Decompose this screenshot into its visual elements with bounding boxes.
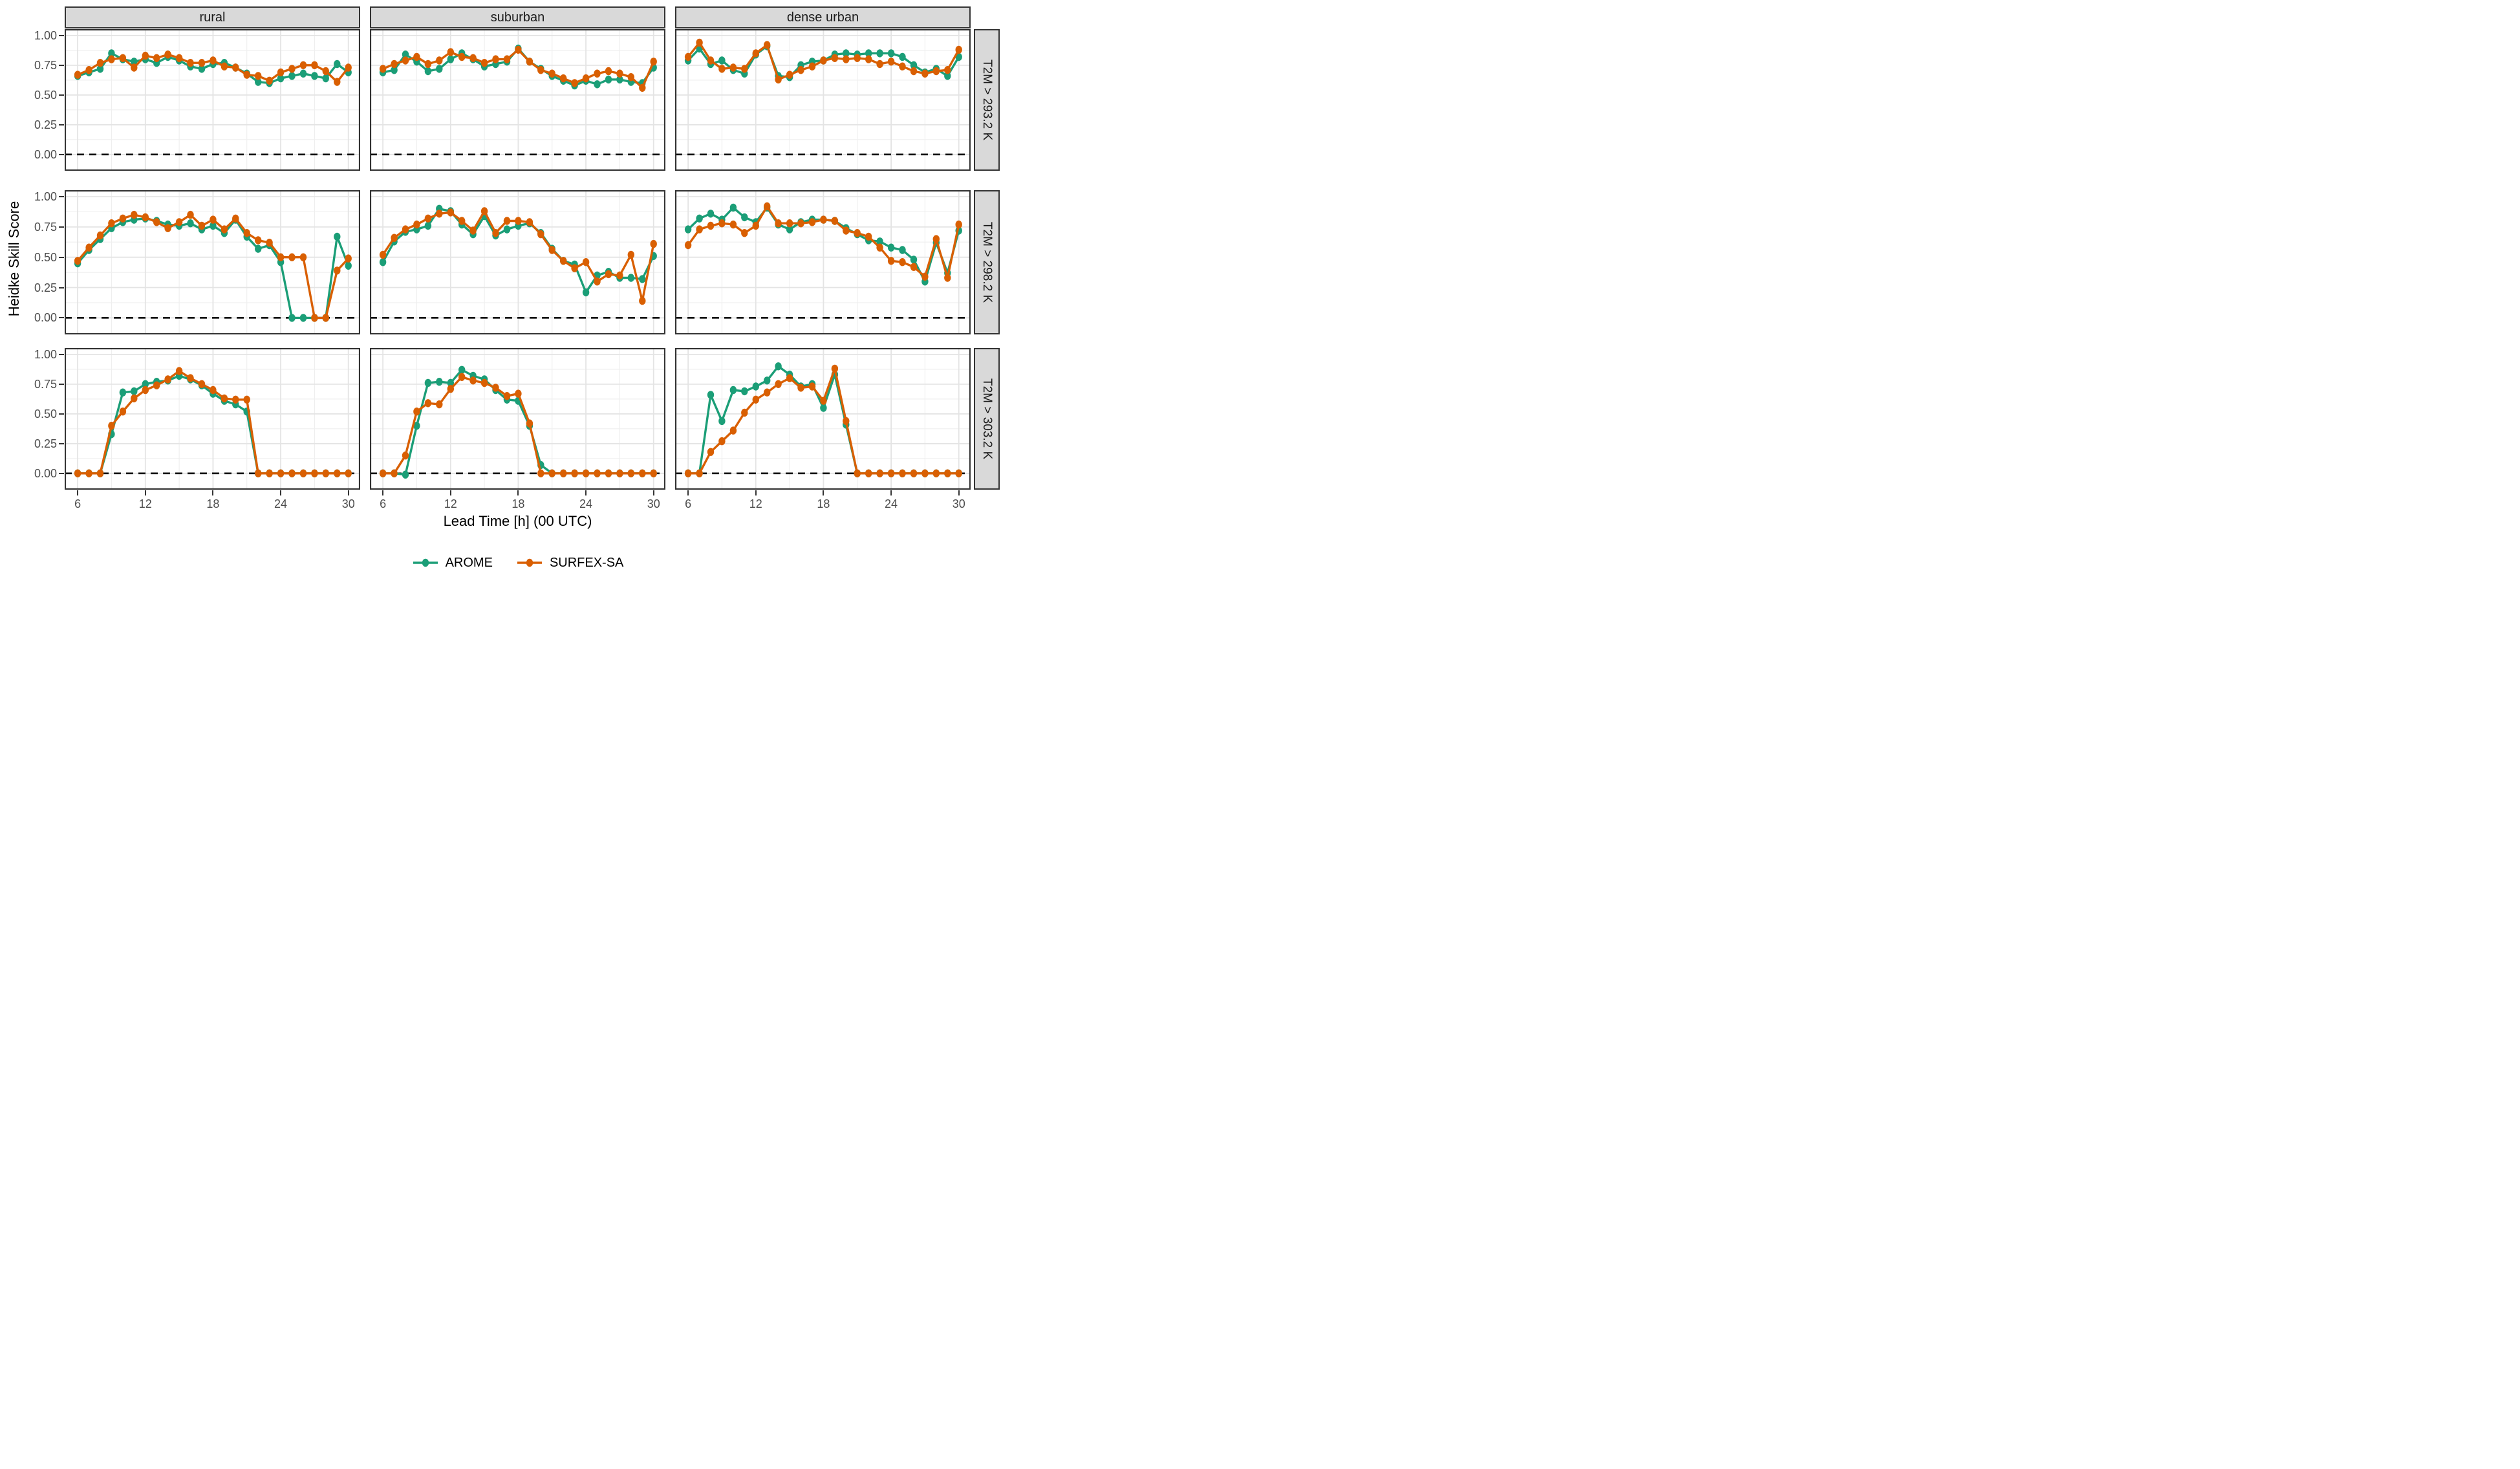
- facet-strip-col-suburban: suburban: [370, 6, 665, 28]
- x-tick-label: 12: [444, 497, 457, 510]
- x-tick-mark: [652, 490, 654, 495]
- facet-strip-label: rural: [199, 10, 226, 25]
- x-tick-mark: [144, 490, 146, 495]
- y-tick-label: 1.00: [34, 347, 57, 361]
- y-tick-mark: [59, 413, 64, 415]
- legend-label: SURFEX-SA: [549, 555, 624, 570]
- x-tick-label: 18: [206, 497, 220, 510]
- legend: AROME SURFEX-SA: [65, 547, 971, 579]
- x-tick-label: 6: [74, 497, 81, 510]
- y-tick-mark: [59, 317, 64, 319]
- y-tick-mark: [59, 383, 64, 385]
- facet-strip-col-rural: rural: [65, 6, 360, 28]
- legend-item-surfex-sa: SURFEX-SA: [516, 554, 623, 571]
- legend-label: AROME: [445, 555, 493, 570]
- panel-dense-urban-row3: [675, 348, 971, 490]
- x-tick-mark: [585, 490, 587, 495]
- y-tick-mark: [59, 472, 64, 474]
- panel-suburban-row1: [370, 29, 665, 171]
- y-tick-label: 0.75: [34, 220, 57, 234]
- y-tick-label: 0.00: [34, 466, 57, 480]
- panel-rural-row1: [65, 29, 360, 171]
- y-tick-label: 0.00: [34, 147, 57, 161]
- y-tick-mark: [59, 353, 64, 355]
- y-tick-mark: [59, 153, 64, 155]
- x-tick-mark: [382, 490, 384, 495]
- y-tick-label: 1.00: [34, 28, 57, 42]
- facet-strip-label: T2M > 293.2 K: [980, 59, 994, 141]
- facet-strip-label: suburban: [490, 10, 545, 25]
- x-tick-label: 24: [885, 497, 898, 510]
- y-tick-label: 0.50: [34, 407, 57, 420]
- panel-dense-urban-row1: [675, 29, 971, 171]
- facet-strip-row-1: T2M > 293.2 K: [974, 29, 1000, 171]
- legend-item-arome: AROME: [412, 554, 493, 571]
- panel-rural-row2: [65, 190, 360, 334]
- panel-suburban-row3: [370, 348, 665, 490]
- facet-strip-label: T2M > 303.2 K: [980, 378, 994, 460]
- x-tick-label: 24: [579, 497, 593, 510]
- x-tick-label: 18: [512, 497, 525, 510]
- y-tick-label: 0.25: [34, 118, 57, 131]
- legend-key-icon: [413, 558, 438, 567]
- x-tick-mark: [517, 490, 519, 495]
- y-tick-label: 0.75: [34, 58, 57, 72]
- y-tick-mark: [59, 124, 64, 125]
- y-tick-label: 0.50: [34, 88, 57, 102]
- y-tick-mark: [59, 196, 64, 198]
- y-tick-mark: [59, 34, 64, 36]
- facet-strip-label: dense urban: [786, 10, 859, 25]
- panel-rural-row3: [65, 348, 360, 490]
- y-tick-label: 1.00: [34, 190, 57, 204]
- x-tick-mark: [823, 490, 824, 495]
- x-tick-mark: [347, 490, 349, 495]
- legend-key-icon: [517, 558, 542, 567]
- x-tick-mark: [890, 490, 892, 495]
- x-tick-mark: [449, 490, 451, 495]
- y-tick-label: 0.25: [34, 281, 57, 294]
- y-tick-mark: [59, 442, 64, 444]
- panel-suburban-row2: [370, 190, 665, 334]
- y-tick-mark: [59, 226, 64, 228]
- x-tick-label: 30: [647, 497, 660, 510]
- x-tick-label: 6: [380, 497, 387, 510]
- x-tick-label: 30: [952, 497, 965, 510]
- faceted-line-chart: Heidke Skill Score Lead Time [h] (00 UTC…: [0, 0, 1008, 587]
- x-tick-mark: [755, 490, 757, 495]
- x-tick-mark: [958, 490, 960, 495]
- x-axis-title: Lead Time [h] (00 UTC): [443, 513, 592, 529]
- y-tick-label: 0.75: [34, 377, 57, 391]
- x-tick-label: 30: [341, 497, 355, 510]
- y-tick-mark: [59, 256, 64, 258]
- x-tick-mark: [212, 490, 214, 495]
- x-tick-label: 12: [749, 497, 762, 510]
- facet-strip-row-3: T2M > 303.2 K: [974, 348, 1000, 490]
- y-tick-mark: [59, 94, 64, 96]
- x-tick-label: 24: [274, 497, 288, 510]
- x-tick-label: 18: [817, 497, 830, 510]
- x-tick-label: 12: [138, 497, 152, 510]
- facet-strip-col-dense-urban: dense urban: [675, 6, 971, 28]
- y-tick-label: 0.00: [34, 311, 57, 325]
- x-tick-label: 6: [685, 497, 692, 510]
- facet-strip-row-2: T2M > 298.2 K: [974, 190, 1000, 334]
- panel-dense-urban-row2: [675, 190, 971, 334]
- y-tick-mark: [59, 64, 64, 66]
- x-tick-mark: [687, 490, 689, 495]
- x-tick-mark: [280, 490, 282, 495]
- y-tick-label: 0.50: [34, 250, 57, 264]
- x-tick-mark: [77, 490, 79, 495]
- y-tick-mark: [59, 287, 64, 288]
- y-tick-label: 0.25: [34, 437, 57, 450]
- facet-strip-label: T2M > 298.2 K: [980, 221, 994, 303]
